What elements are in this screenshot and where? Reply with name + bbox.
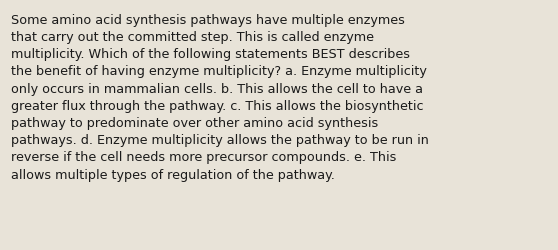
Text: Some amino acid synthesis pathways have multiple enzymes
that carry out the comm: Some amino acid synthesis pathways have … bbox=[11, 14, 429, 181]
